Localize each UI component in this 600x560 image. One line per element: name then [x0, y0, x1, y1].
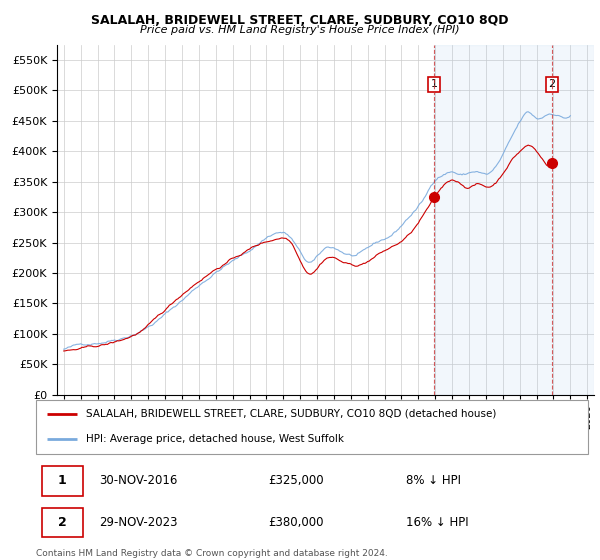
Text: Contains HM Land Registry data © Crown copyright and database right 2024.: Contains HM Land Registry data © Crown c… [36, 549, 388, 558]
Text: 1: 1 [58, 474, 67, 487]
Text: 2: 2 [58, 516, 67, 529]
Text: 1: 1 [430, 80, 437, 90]
Text: SALALAH, BRIDEWELL STREET, CLARE, SUDBURY, CO10 8QD: SALALAH, BRIDEWELL STREET, CLARE, SUDBUR… [91, 14, 509, 27]
Text: £325,000: £325,000 [268, 474, 323, 487]
Text: 16% ↓ HPI: 16% ↓ HPI [406, 516, 469, 529]
Bar [434, 45, 594, 395]
Text: Price paid vs. HM Land Registry's House Price Index (HPI): Price paid vs. HM Land Registry's House … [140, 25, 460, 35]
Text: 29-NOV-2023: 29-NOV-2023 [100, 516, 178, 529]
Text: 2: 2 [548, 80, 556, 90]
FancyBboxPatch shape [41, 508, 83, 538]
FancyBboxPatch shape [41, 466, 83, 496]
Text: SALALAH, BRIDEWELL STREET, CLARE, SUDBURY, CO10 8QD (detached house): SALALAH, BRIDEWELL STREET, CLARE, SUDBUR… [86, 409, 496, 419]
Text: HPI: Average price, detached house, West Suffolk: HPI: Average price, detached house, West… [86, 433, 344, 444]
Text: 8% ↓ HPI: 8% ↓ HPI [406, 474, 461, 487]
Text: £380,000: £380,000 [268, 516, 323, 529]
Text: 30-NOV-2016: 30-NOV-2016 [100, 474, 178, 487]
FancyBboxPatch shape [36, 400, 588, 454]
